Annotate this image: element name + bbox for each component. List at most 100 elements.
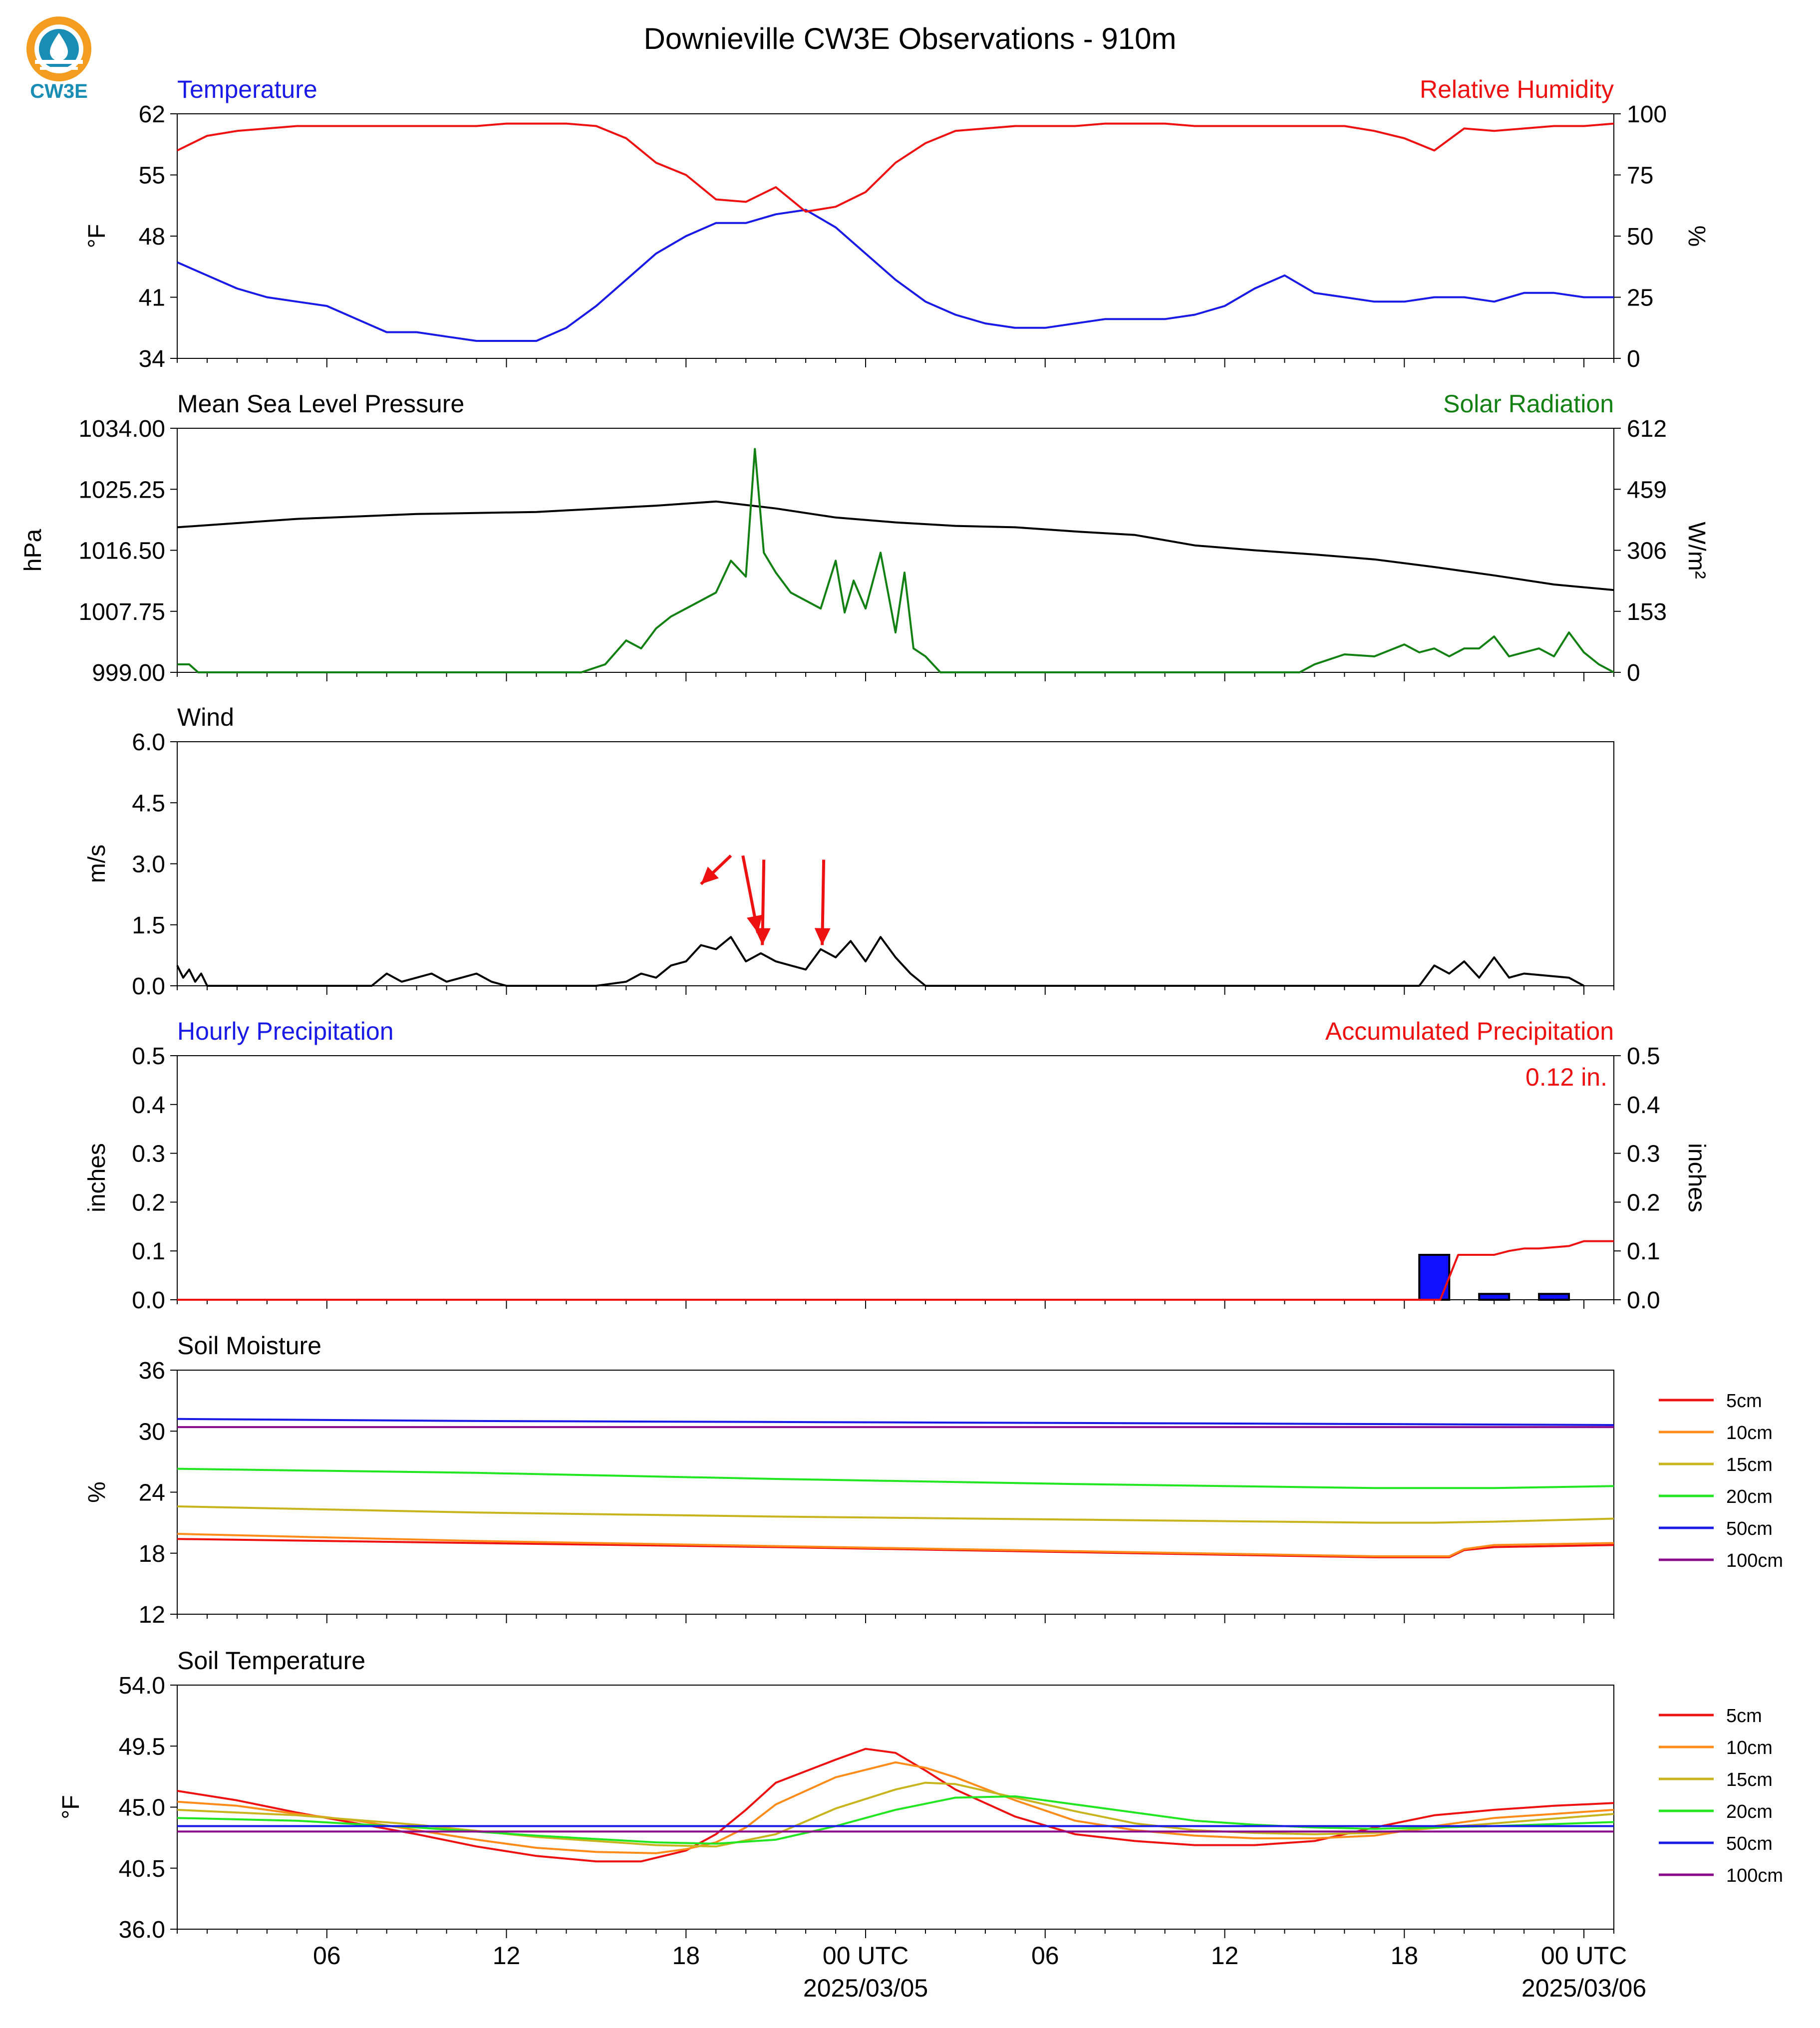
y-tick-label-right: 612 (1627, 416, 1667, 442)
y-tick-label-right: 0 (1627, 660, 1640, 686)
series-line-5cm (177, 1747, 1614, 1863)
precip-bar (1418, 1254, 1451, 1301)
y-tick-label-right: 153 (1627, 599, 1667, 625)
panel-wind: Wind 0.0 1.5 3.0 4.5 6.0 m/s (84, 703, 1614, 1000)
series-line-temperature (177, 209, 1614, 342)
y-tick-label: 45.0 (119, 1795, 165, 1821)
y-tick-label: 0.5 (132, 1043, 165, 1070)
x-tick-label: 06 (1031, 1942, 1059, 1970)
legend-label: 15cm (1726, 1454, 1773, 1475)
panel-title-left: Mean Sea Level Pressure (177, 390, 464, 418)
y-tick-label: 1.5 (132, 912, 165, 939)
y-axis-label-right: % (1683, 226, 1710, 247)
y-axis-label: m/s (84, 845, 110, 883)
y-tick-label-right: 50 (1627, 224, 1653, 250)
y-tick-label: 0.3 (132, 1141, 165, 1167)
y-tick-label: 1034.00 (78, 416, 165, 442)
panel-soil-temperature: Soil Temperature 36.0 40.5 45.0 49.5 54.0 °F 5c… (58, 1647, 1783, 1943)
accumulated-total-label: 0.12 in. (1525, 1063, 1607, 1091)
series-line-10cm (177, 1533, 1614, 1557)
panel-title-right: Accumulated Precipitation (1325, 1017, 1614, 1045)
y-tick-label-right: 25 (1627, 285, 1653, 311)
y-tick-label: 4.5 (132, 790, 165, 817)
series-line-5cm (177, 1538, 1614, 1558)
y-tick-label-right: 0.0 (1627, 1287, 1660, 1314)
logo-sun-icon (26, 16, 91, 81)
legend-label: 15cm (1726, 1769, 1773, 1790)
y-tick-label-right: 306 (1627, 538, 1667, 565)
y-tick-label: 62 (139, 101, 165, 128)
y-tick-label: 30 (139, 1419, 165, 1445)
y-tick-label: 36 (139, 1358, 165, 1384)
y-tick-label: 12 (139, 1602, 165, 1628)
series-line-15cm (177, 1505, 1614, 1524)
y-tick-label: 0.4 (132, 1092, 165, 1119)
plot-frame (177, 1685, 1614, 1930)
y-tick-label: 999.00 (92, 660, 165, 686)
x-tick-label: 00 UTC (823, 1942, 909, 1970)
panel-temperature: Temperature Relative Humidity 34 41 48 55 62 0 2… (84, 75, 1710, 372)
x-date-label: 2025/03/06 (1521, 1974, 1646, 2002)
legend-label: 20cm (1726, 1801, 1773, 1822)
panel-title-left: Wind (177, 703, 234, 731)
y-tick-label: 34 (139, 346, 165, 372)
y-tick-label: 1016.50 (78, 538, 165, 565)
y-axis-label-right: W/m² (1683, 522, 1710, 579)
y-tick-label: 0.2 (132, 1189, 165, 1216)
x-tick-label: 12 (1211, 1942, 1239, 1970)
x-tick-label: 12 (493, 1942, 521, 1970)
wind-arrow-head (754, 928, 771, 945)
y-tick-label-right: 0.2 (1627, 1189, 1660, 1216)
y-tick-label: 0.0 (132, 1287, 165, 1314)
y-axis-label: hPa (20, 529, 46, 572)
x-date-label: 2025/03/05 (803, 1974, 928, 2002)
y-tick-label-right: 100 (1627, 101, 1667, 128)
panel-mean-sea-level-pressure: Mean Sea Level Pressure Solar Radiation 99… (20, 390, 1710, 686)
panel-title-left: Temperature (177, 75, 317, 103)
legend-label: 20cm (1726, 1486, 1773, 1507)
x-tick-label: 00 UTC (1541, 1942, 1627, 1970)
panel-title-left: Soil Moisture (177, 1332, 321, 1360)
y-tick-label: 24 (139, 1480, 165, 1506)
x-tick-label: 18 (1390, 1942, 1418, 1970)
y-axis-label-right: inches (1683, 1143, 1710, 1212)
series-line-15cm (177, 1781, 1614, 1848)
legend-label: 100cm (1726, 1865, 1783, 1886)
legend-label: 50cm (1726, 1833, 1773, 1854)
y-tick-label: 1007.75 (78, 599, 165, 625)
figure-title: Downieville CW3E Observations - 910m (643, 22, 1176, 55)
precip-bar (1478, 1293, 1511, 1301)
y-tick-label: 48 (139, 224, 165, 250)
plot-frame (177, 113, 1614, 359)
precip-bar (1538, 1293, 1570, 1301)
legend-label: 10cm (1726, 1738, 1773, 1758)
logo-wave-2 (40, 67, 78, 70)
panel-title-left: Soil Temperature (177, 1647, 365, 1675)
series-line-50cm (177, 1418, 1614, 1426)
legend-label: 5cm (1726, 1706, 1762, 1727)
y-tick-label: 54.0 (119, 1673, 165, 1699)
wind-arrow-head (701, 867, 719, 884)
panel-hourly-precipitation: Hourly Precipitation Accumulated Precipit… (84, 1017, 1710, 1314)
y-tick-label: 36.0 (119, 1917, 165, 1943)
series-line-solar-radiation (177, 448, 1614, 673)
wind-arrow-head (814, 928, 831, 945)
y-tick-label: 1025.25 (78, 477, 165, 503)
panel-title-right: Relative Humidity (1420, 75, 1614, 103)
x-tick-label: 06 (313, 1942, 341, 1970)
y-tick-label: 40.5 (119, 1856, 165, 1882)
y-tick-label: 55 (139, 163, 165, 189)
series-line-accumulated-precipitation (177, 1240, 1614, 1301)
panel-title-left: Hourly Precipitation (177, 1017, 394, 1045)
plot-frame (177, 1055, 1614, 1300)
plot-frame (177, 1370, 1614, 1615)
plot-frame (177, 428, 1614, 673)
logo-text: CW3E (30, 80, 88, 102)
y-tick-label: 18 (139, 1541, 165, 1567)
y-tick-label: 6.0 (132, 729, 165, 756)
y-axis-label: inches (84, 1143, 110, 1212)
y-tick-label-right: 0.3 (1627, 1141, 1660, 1167)
y-tick-label-right: 0.5 (1627, 1043, 1660, 1070)
series-line-wind (176, 936, 1584, 987)
